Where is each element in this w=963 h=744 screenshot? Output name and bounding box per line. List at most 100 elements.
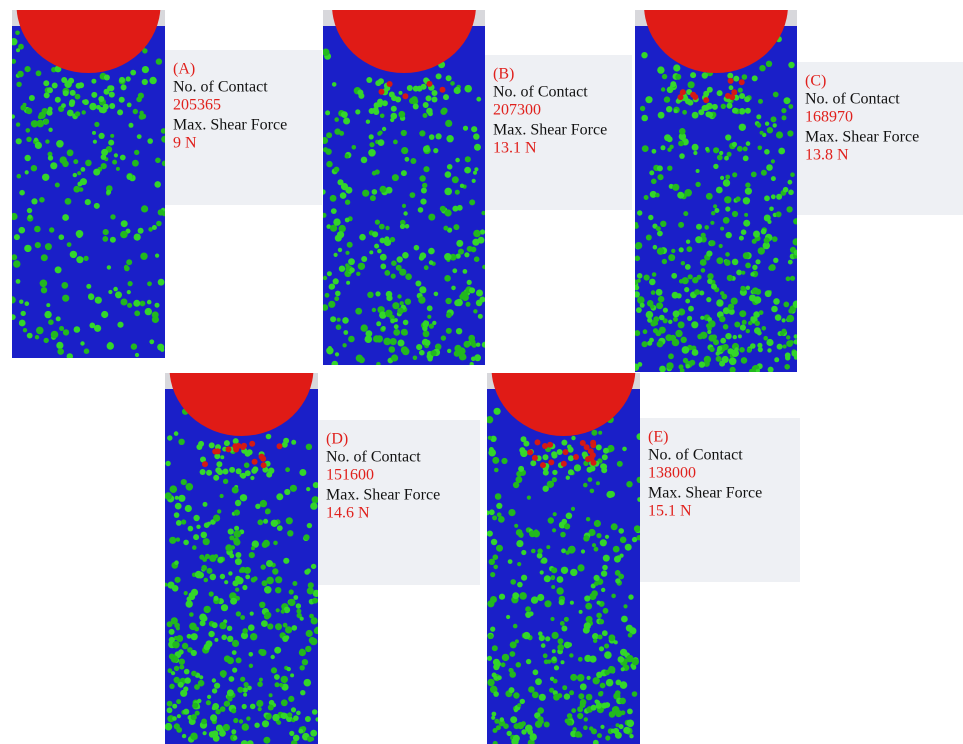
contact-particle — [494, 468, 499, 473]
contact-particle — [771, 116, 777, 122]
contact-particle — [109, 92, 115, 98]
contact-particle — [445, 298, 451, 304]
panel-label: (E) — [648, 429, 668, 446]
contact-particle — [44, 92, 50, 98]
contact-particle — [599, 691, 603, 695]
contact-particle — [700, 316, 704, 320]
contact-particle — [590, 489, 595, 494]
contact-particle — [432, 97, 438, 103]
contact-particle — [491, 716, 495, 720]
contact-particle — [570, 674, 577, 681]
contact-particle — [306, 444, 312, 450]
contact-particle — [617, 461, 623, 467]
contact-particle — [247, 449, 253, 455]
contact-particle — [740, 325, 746, 331]
contact-particle — [16, 122, 20, 126]
contact-particle — [76, 256, 83, 263]
contact-particle — [708, 335, 715, 342]
contact-particle — [274, 674, 280, 680]
contact-particle — [657, 165, 663, 171]
contact-particle — [526, 659, 531, 664]
contact-particle — [158, 209, 164, 215]
contact-particle — [723, 217, 730, 224]
contact-particle — [577, 713, 583, 719]
contact-particle — [198, 441, 204, 447]
contact-particle — [716, 356, 722, 362]
contact-particle — [203, 731, 207, 735]
contact-particle — [719, 151, 723, 155]
contact-particle — [385, 226, 389, 230]
contact-particle — [228, 571, 232, 575]
contact-particle — [509, 687, 515, 693]
contact-particle — [584, 655, 591, 662]
contact-particle — [101, 154, 107, 160]
contact-particle — [279, 683, 283, 687]
contact-particle — [229, 535, 234, 540]
contact-particle — [94, 203, 100, 209]
contact-particle — [673, 310, 680, 317]
high-force-particle — [563, 449, 569, 455]
contact-particle — [384, 236, 389, 241]
contact-particle — [463, 269, 468, 274]
contact-particle — [447, 349, 451, 353]
contact-particle — [391, 113, 398, 120]
contact-particle — [727, 275, 733, 281]
contact-particle — [652, 149, 657, 154]
contact-particle — [692, 144, 699, 151]
contact-particle — [454, 87, 461, 94]
contact-particle — [355, 308, 362, 315]
contact-particle — [392, 174, 399, 181]
contact-particle — [695, 182, 700, 187]
contact-particle — [120, 155, 126, 161]
contact-particle — [182, 734, 186, 738]
contact-particle — [445, 209, 452, 216]
contact-particle — [601, 464, 607, 470]
contact-particle — [334, 253, 338, 257]
contact-particle — [470, 362, 474, 366]
contact-value: 207300 — [493, 102, 541, 119]
high-force-particle — [573, 454, 579, 460]
contact-particle — [605, 535, 609, 539]
contact-particle — [436, 133, 442, 139]
contact-particle — [134, 150, 139, 155]
contact-particle — [419, 175, 425, 181]
contact-particle — [560, 621, 565, 626]
contact-particle — [743, 146, 748, 151]
contact-particle — [288, 696, 294, 702]
contact-particle — [67, 242, 72, 247]
contact-particle — [489, 509, 495, 515]
contact-particle — [176, 635, 183, 642]
contact-particle — [685, 264, 691, 270]
contact-particle — [478, 314, 483, 319]
contact-particle — [145, 308, 152, 315]
contact-particle — [328, 346, 332, 350]
contact-particle — [397, 256, 403, 262]
contact-particle — [40, 280, 48, 288]
contact-particle — [537, 548, 542, 553]
contact-particle — [539, 635, 545, 641]
contact-particle — [550, 617, 554, 621]
high-force-particle — [259, 454, 265, 460]
contact-particle — [10, 38, 17, 45]
contact-particle — [175, 577, 181, 583]
contact-particle — [338, 248, 342, 252]
contact-particle — [225, 544, 232, 551]
contact-particle — [519, 447, 525, 453]
contact-particle — [133, 109, 138, 114]
contact-particle — [591, 705, 597, 711]
contact-particle — [614, 640, 618, 644]
contact-particle — [705, 147, 709, 151]
contact-particle — [199, 555, 204, 560]
contact-particle — [645, 96, 652, 103]
contact-particle — [189, 612, 194, 617]
contact-particle — [330, 195, 337, 202]
contact-particle — [242, 628, 248, 634]
contact-particle — [289, 589, 294, 594]
contact-particle — [794, 250, 800, 256]
contact-particle — [793, 218, 799, 224]
contact-particle — [261, 564, 266, 569]
contact-particle — [312, 598, 318, 604]
contact-particle — [615, 710, 622, 717]
contact-particle — [713, 164, 718, 169]
contact-particle — [348, 336, 355, 343]
